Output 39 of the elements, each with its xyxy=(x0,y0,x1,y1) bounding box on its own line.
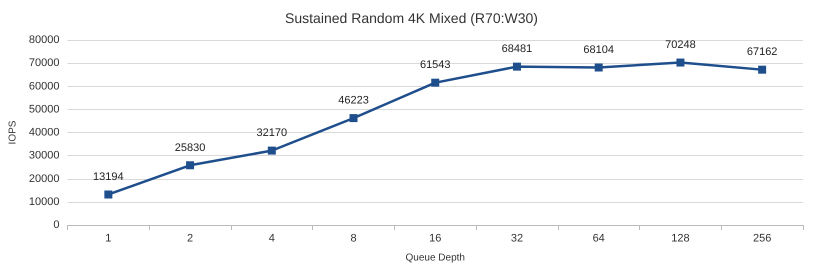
data-label: 67162 xyxy=(746,46,778,58)
x-tick-label: 2 xyxy=(187,232,194,244)
y-tick-label: 80000 xyxy=(28,34,60,46)
point xyxy=(268,146,276,155)
x-tick-label: 8 xyxy=(350,232,357,244)
y-axis-title: IOPS xyxy=(8,120,18,144)
point xyxy=(104,190,112,198)
x-tick-label: 128 xyxy=(671,232,690,244)
data-label: 46223 xyxy=(338,94,369,107)
y-tick-label: 70000 xyxy=(28,57,60,70)
x-axis-title: Queue Depth xyxy=(405,252,465,264)
data-label: 32170 xyxy=(256,127,288,140)
y-tick-label: 50000 xyxy=(28,103,60,116)
y-tick-label: 60000 xyxy=(28,80,60,92)
x-tick-label: 4 xyxy=(268,232,275,244)
data-label: 68104 xyxy=(583,44,614,56)
x-tick-label: 16 xyxy=(429,232,442,244)
data-label: 13194 xyxy=(93,170,124,183)
data-label: 25830 xyxy=(174,142,206,154)
chart-title: Sustained Random 4K Mixed (R70:W30) xyxy=(285,10,538,26)
point xyxy=(512,62,521,71)
x-tick-label: 1 xyxy=(105,232,112,244)
y-tick-label: 30000 xyxy=(28,150,60,162)
y-tick-label: 0 xyxy=(53,219,60,231)
y-tick-label: 40000 xyxy=(28,126,60,138)
y-tick-label: 20000 xyxy=(28,172,60,185)
point xyxy=(350,114,358,122)
point xyxy=(676,58,684,67)
data-label: 68481 xyxy=(502,43,532,56)
y-tick-label: 10000 xyxy=(28,196,60,208)
data-label: 70248 xyxy=(665,39,696,52)
x-tick-label: 32 xyxy=(510,232,524,244)
x-tick-label: 64 xyxy=(592,232,605,244)
point xyxy=(186,161,194,170)
point xyxy=(758,66,766,74)
x-tick-label: 256 xyxy=(752,232,772,244)
point xyxy=(431,78,440,87)
data-label: 61543 xyxy=(420,59,451,72)
point xyxy=(594,64,603,72)
